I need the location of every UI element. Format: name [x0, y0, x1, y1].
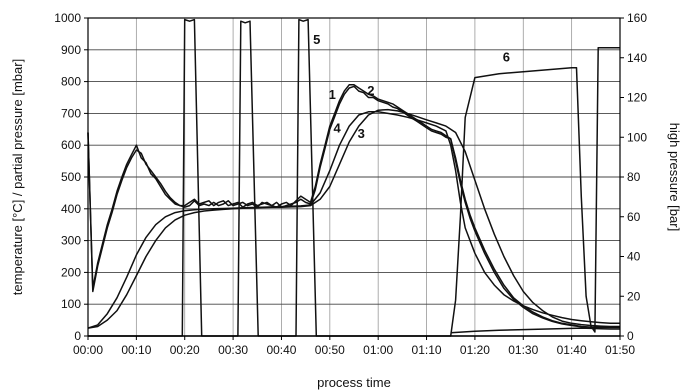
- y2-tick-label: 80: [627, 170, 641, 184]
- y-axis-ticks: 0 100 200 300 400 500 600 700 800 900 1000: [54, 11, 88, 343]
- x-tick-label: 00:20: [170, 343, 200, 357]
- y-tick-label: 600: [61, 138, 81, 152]
- y-tick-label: 400: [61, 202, 81, 216]
- y2-tick-label: 0: [627, 329, 634, 343]
- y2-axis-ticks: 0 20 40 60 80 100 120 140 160: [620, 11, 647, 343]
- y-tick-label: 200: [61, 265, 81, 279]
- y2-tick-label: 40: [627, 250, 641, 264]
- x-axis-ticks: 00:00 00:10 00:20 00:30 00:40 00:50 01:00 01:10…: [73, 336, 635, 357]
- y2-tick-label: 120: [627, 91, 647, 105]
- x-tick-label: 01:00: [363, 343, 393, 357]
- y-tick-label: 100: [61, 297, 81, 311]
- x-tick-label: 00:30: [218, 343, 248, 357]
- x-tick-label: 00:40: [266, 343, 296, 357]
- series-5-label: 5: [313, 32, 320, 47]
- x-tick-label: 01:20: [460, 343, 490, 357]
- y-tick-label: 300: [61, 234, 81, 248]
- series-3-label: 3: [358, 126, 365, 141]
- y2-tick-label: 60: [627, 210, 641, 224]
- y2-tick-label: 20: [627, 289, 641, 303]
- y-tick-label: 900: [61, 43, 81, 57]
- y-tick-label: 700: [61, 106, 81, 120]
- y2-tick-label: 140: [627, 51, 647, 65]
- y2-tick-label: 160: [627, 11, 647, 25]
- y-tick-label: 0: [74, 329, 81, 343]
- y-tick-label: 800: [61, 75, 81, 89]
- series-1-label: 1: [329, 87, 336, 102]
- series-2-line: [87, 85, 620, 329]
- series-4-label: 4: [333, 120, 341, 135]
- series-4-line: [87, 111, 620, 329]
- x-tick-label: 00:00: [73, 343, 103, 357]
- series-line-7: [450, 327, 620, 334]
- y2-axis-title: high pressure [bar]: [667, 123, 681, 231]
- series-group: [87, 18, 620, 337]
- x-tick-label: 01:40: [557, 343, 587, 357]
- series-5-line: [88, 18, 620, 337]
- series-6-label: 6: [503, 50, 510, 65]
- y-tick-label: 1000: [54, 11, 81, 25]
- curve-labels: 1 2 3 4 5 6: [313, 32, 510, 141]
- series-2-label: 2: [367, 83, 374, 98]
- series-6-line: [88, 47, 620, 337]
- series-3-line: [87, 108, 620, 329]
- x-tick-label: 00:50: [315, 343, 345, 357]
- y2-tick-label: 100: [627, 130, 647, 144]
- y-axis-title: temperature [°C] / partial pressure [mba…: [10, 59, 25, 295]
- x-tick-label: 00:10: [121, 343, 151, 357]
- x-tick-label: 01:50: [605, 343, 635, 357]
- x-tick-label: 01:10: [412, 343, 442, 357]
- y-tick-label: 500: [61, 170, 81, 184]
- x-axis-title: process time: [317, 375, 391, 390]
- x-tick-label: 01:30: [508, 343, 538, 357]
